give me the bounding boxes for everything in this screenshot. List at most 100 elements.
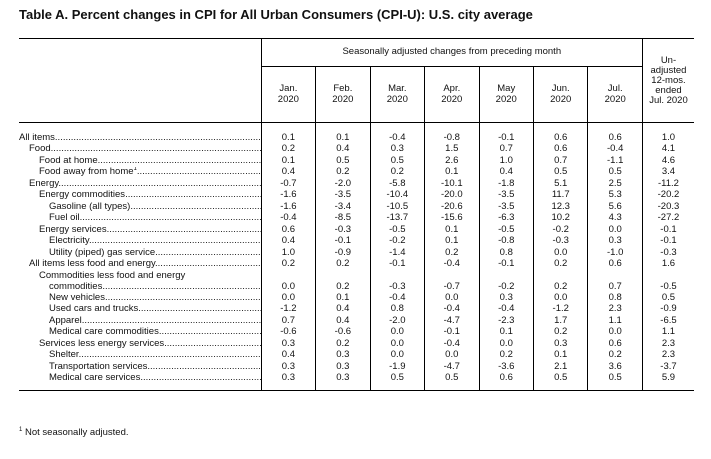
table-row: Medical care commodities................… bbox=[19, 326, 694, 338]
value-cell: -3.4 bbox=[315, 201, 371, 213]
cpi-table: Seasonally adjusted changes from precedi… bbox=[19, 38, 694, 391]
value-cell: -11.2 bbox=[641, 178, 694, 190]
value-cell: 0.3 bbox=[369, 143, 425, 155]
row-label: Gasoline (all types)....................… bbox=[49, 201, 261, 212]
value-cell: 0.3 bbox=[260, 338, 316, 350]
value-cell: 0.6 bbox=[587, 338, 643, 350]
row-label: Food....................................… bbox=[29, 143, 261, 154]
row-label: Food at home............................… bbox=[39, 155, 262, 166]
value-cell: 10.2 bbox=[532, 212, 588, 224]
value-cell: -20.2 bbox=[641, 189, 694, 201]
value-cell: 0.0 bbox=[260, 270, 316, 292]
value-cell: -0.4 bbox=[587, 143, 643, 155]
value-cell: -1.8 bbox=[478, 178, 534, 190]
table-row: Commodities less food and energy commodit… bbox=[19, 270, 694, 292]
value-cell: -3.7 bbox=[641, 361, 694, 373]
table-row: New vehicles............................… bbox=[19, 292, 694, 304]
value-cell: -0.4 bbox=[260, 212, 316, 224]
row-label: Transportation services.................… bbox=[49, 361, 261, 372]
row-label: Electricity.............................… bbox=[49, 235, 261, 246]
value-cell: -3.6 bbox=[478, 361, 534, 373]
value-cell: -0.4 bbox=[478, 303, 534, 315]
value-cell: 0.0 bbox=[587, 224, 643, 236]
value-cell: 0.0 bbox=[532, 292, 588, 304]
value-cell: 0.6 bbox=[478, 372, 534, 391]
value-cell: 0.5 bbox=[532, 372, 588, 391]
value-cell: 5.9 bbox=[641, 372, 694, 391]
value-cell: 0.5 bbox=[315, 155, 371, 167]
value-cell: -0.4 bbox=[424, 258, 480, 270]
value-cell: -0.4 bbox=[369, 132, 425, 144]
value-cell: -3.5 bbox=[315, 189, 371, 201]
table-row: Utility (piped) gas service.............… bbox=[19, 247, 694, 259]
table-row: All items less food and energy..........… bbox=[19, 258, 694, 270]
value-cell: 1.7 bbox=[532, 315, 588, 327]
value-cell: -0.8 bbox=[424, 132, 480, 144]
value-cell: -0.5 bbox=[641, 270, 694, 292]
value-cell: 0.1 bbox=[315, 292, 371, 304]
value-cell: 0.6 bbox=[260, 224, 316, 236]
value-cell: 0.2 bbox=[369, 166, 425, 178]
row-label: Energy services.........................… bbox=[39, 224, 262, 235]
value-cell: -0.3 bbox=[369, 270, 425, 292]
value-cell: 0.8 bbox=[478, 247, 534, 259]
stub-header bbox=[19, 38, 262, 123]
value-cell: 0.7 bbox=[532, 155, 588, 167]
value-cell: 0.4 bbox=[260, 235, 316, 247]
row-label: Food away from home1....................… bbox=[39, 166, 261, 177]
value-cell: 0.4 bbox=[478, 166, 534, 178]
value-cell: -0.4 bbox=[424, 338, 480, 350]
value-cell: 0.1 bbox=[532, 349, 588, 361]
value-cell: -10.4 bbox=[369, 189, 425, 201]
table-title: Table A. Percent changes in CPI for All … bbox=[19, 7, 533, 22]
month-header: Jun. 2020 bbox=[532, 66, 588, 123]
value-cell: 0.1 bbox=[424, 224, 480, 236]
month-header: May 2020 bbox=[478, 66, 534, 123]
value-cell: 0.5 bbox=[532, 166, 588, 178]
value-cell: -3.5 bbox=[478, 189, 534, 201]
value-cell: 1.0 bbox=[641, 132, 694, 144]
value-cell: -0.1 bbox=[641, 235, 694, 247]
row-label: Energy..................................… bbox=[29, 178, 261, 189]
value-cell: -0.5 bbox=[478, 224, 534, 236]
value-cell: -0.6 bbox=[260, 326, 316, 338]
value-cell: -0.8 bbox=[478, 235, 534, 247]
value-cell: 0.2 bbox=[587, 349, 643, 361]
value-cell: -0.2 bbox=[369, 235, 425, 247]
value-cell: -0.7 bbox=[424, 270, 480, 292]
value-cell: 0.1 bbox=[315, 132, 371, 144]
value-cell: 0.0 bbox=[369, 338, 425, 350]
value-cell: 0.0 bbox=[260, 292, 316, 304]
value-cell: 0.7 bbox=[478, 143, 534, 155]
value-cell: -1.2 bbox=[260, 303, 316, 315]
value-cell: -0.1 bbox=[478, 258, 534, 270]
value-cell: 0.6 bbox=[587, 258, 643, 270]
value-cell: 0.0 bbox=[369, 326, 425, 338]
value-cell: 0.8 bbox=[369, 303, 425, 315]
table-row: Food....................................… bbox=[19, 143, 694, 155]
value-cell: 1.1 bbox=[641, 326, 694, 338]
value-cell: 0.3 bbox=[315, 372, 371, 391]
value-cell: 0.3 bbox=[260, 361, 316, 373]
value-cell: 0.8 bbox=[587, 292, 643, 304]
seasonal-group-header: Seasonally adjusted changes from precedi… bbox=[260, 38, 643, 67]
row-label: Services less energy services...........… bbox=[39, 338, 262, 349]
value-cell: 0.3 bbox=[587, 235, 643, 247]
table-row: Used cars and trucks....................… bbox=[19, 303, 694, 315]
value-cell: -4.7 bbox=[424, 315, 480, 327]
value-cell: -0.1 bbox=[315, 235, 371, 247]
value-cell: -0.1 bbox=[641, 224, 694, 236]
value-cell: 0.5 bbox=[641, 292, 694, 304]
footnote: 1 Not seasonally adjusted. bbox=[19, 426, 129, 438]
value-cell: -5.8 bbox=[369, 178, 425, 190]
value-cell: 3.4 bbox=[641, 166, 694, 178]
value-cell: 0.1 bbox=[424, 235, 480, 247]
value-cell: 0.2 bbox=[315, 338, 371, 350]
value-cell: -0.7 bbox=[260, 178, 316, 190]
value-cell: 4.1 bbox=[641, 143, 694, 155]
value-cell: 1.0 bbox=[478, 155, 534, 167]
value-cell: 0.2 bbox=[260, 143, 316, 155]
row-label: Used cars and trucks....................… bbox=[49, 303, 261, 314]
value-cell: 0.4 bbox=[315, 303, 371, 315]
value-cell: 2.5 bbox=[587, 178, 643, 190]
